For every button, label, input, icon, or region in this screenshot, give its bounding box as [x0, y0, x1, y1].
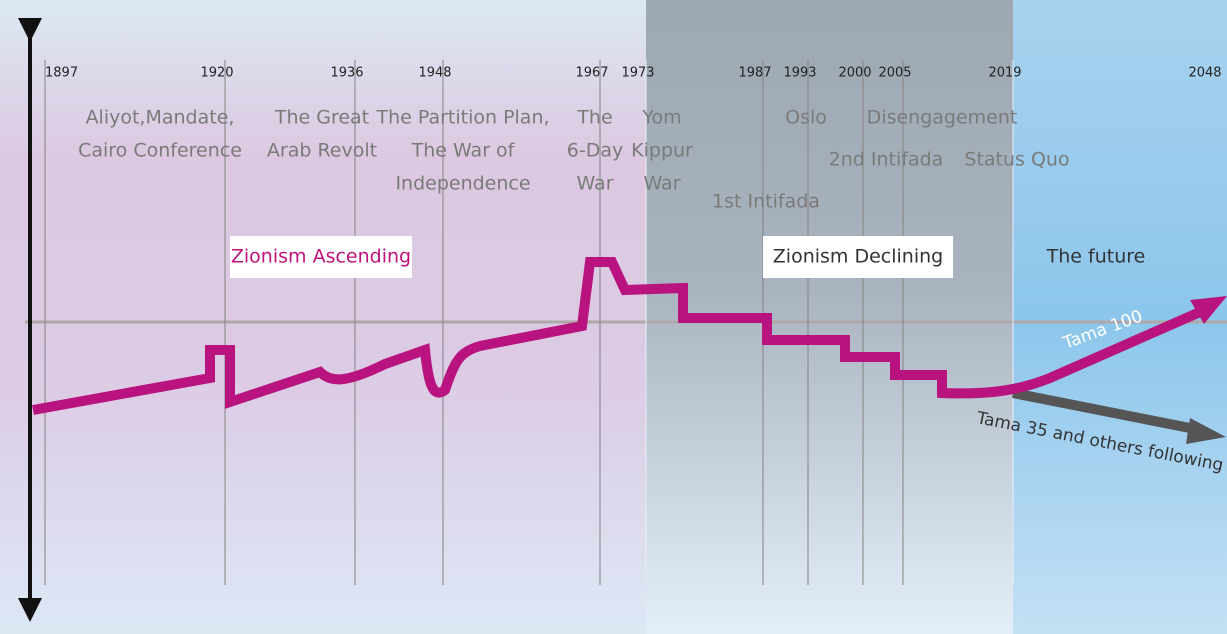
era-label: The future: [1046, 246, 1146, 268]
era-label: Zionism Declining: [773, 246, 943, 268]
tama35-arrow: [1012, 388, 1201, 435]
trend-line: [32, 257, 1203, 415]
year-label: 2000: [838, 66, 871, 81]
event-label: Cairo Conference: [78, 140, 242, 162]
event-label: The Great: [274, 107, 369, 129]
declining-box: [763, 236, 953, 278]
event-label: Status Quo: [964, 149, 1069, 171]
event-label: Kippur: [631, 140, 693, 162]
year-label: 1967: [575, 66, 608, 81]
event-label: Disengagement: [867, 107, 1018, 129]
event-label: Aliyot,Mandate,: [86, 107, 235, 129]
year-label: 1936: [330, 66, 363, 81]
event-label: Arab Revolt: [267, 140, 377, 162]
trend-arrowhead: [1190, 296, 1227, 324]
year-label: 2019: [988, 66, 1021, 81]
event-label: War: [576, 173, 613, 195]
era-ascending-bg: [0, 0, 646, 634]
year-label: 1973: [621, 66, 654, 81]
year-label: 1920: [200, 66, 233, 81]
event-label: Oslo: [785, 107, 827, 129]
year-label: 1948: [418, 66, 451, 81]
year-label: 2005: [878, 66, 911, 81]
event-label: Yom: [641, 107, 681, 129]
event-label: War: [643, 173, 680, 195]
year-label: 1993: [783, 66, 816, 81]
ascending-box: [230, 236, 412, 278]
year-label: 1987: [738, 66, 771, 81]
year-label: 1897: [45, 66, 78, 81]
event-label: 1st Intifada: [712, 191, 820, 213]
event-label: The Partition Plan,: [375, 107, 549, 129]
event-label: The War of: [411, 140, 516, 162]
year-label: 2048: [1188, 66, 1221, 81]
tama35-arrowhead: [1186, 418, 1226, 444]
event-label: The: [576, 107, 612, 129]
event-label: Independence: [395, 173, 530, 195]
event-label: 2nd Intifada: [829, 149, 944, 171]
event-label: 6-Day: [567, 140, 623, 162]
era-label: Zionism Ascending: [231, 246, 411, 268]
